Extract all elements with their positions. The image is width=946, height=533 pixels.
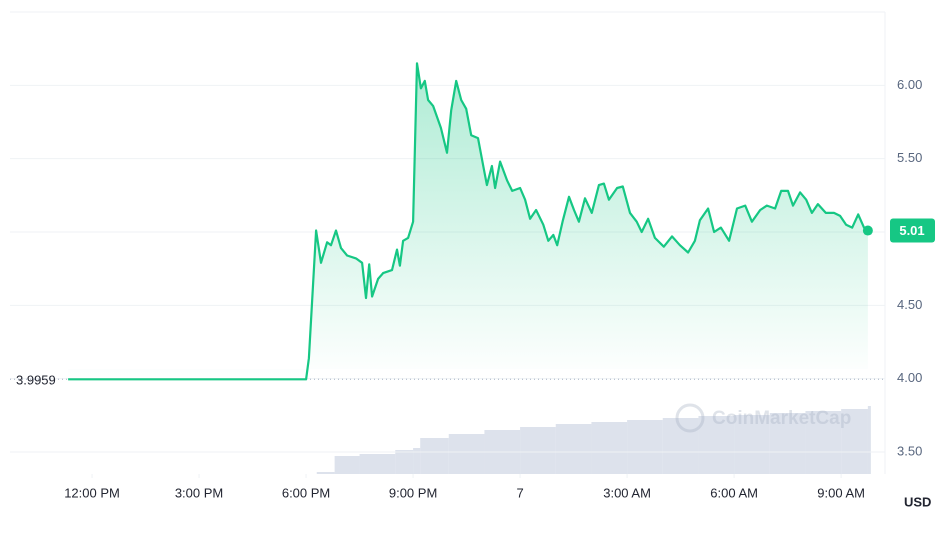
volume-bar: [359, 454, 396, 474]
price-area: [68, 63, 868, 380]
price-tag-label: 5.01: [899, 223, 924, 238]
volume-bar: [805, 411, 842, 474]
plot-layer: 3.9959: [10, 62, 885, 388]
y-tick-label: 6.00: [897, 77, 922, 92]
y-tick-label: 5.50: [897, 150, 922, 165]
x-tick-label: 6:00 PM: [282, 485, 330, 500]
x-tick-label: 3:00 PM: [175, 485, 223, 500]
volume-bar: [395, 450, 414, 474]
y-tick-label: 3.50: [897, 443, 922, 458]
volume-bar: [520, 427, 556, 474]
volume-bar: [734, 415, 770, 474]
watermark-text: CoinMarketCap: [712, 408, 851, 429]
x-tick-label: 9:00 AM: [817, 485, 865, 500]
volume-bar: [420, 438, 449, 474]
price-line: [68, 62, 869, 381]
current-point: [862, 225, 873, 236]
reference-label: 3.9959: [16, 373, 56, 388]
volume-bar: [591, 422, 628, 474]
x-tick-label: 9:00 PM: [389, 485, 437, 500]
volume-bar: [316, 472, 335, 474]
volume-bar: [769, 413, 806, 474]
currency-label: USD: [904, 494, 931, 509]
y-tick-label: 4.00: [897, 370, 922, 385]
watermark: CoinMarketCap: [675, 403, 851, 433]
volume-layer: [316, 406, 871, 474]
volume-bar: [662, 418, 699, 474]
volume-bar: [867, 406, 871, 474]
volume-bar: [555, 424, 592, 474]
volume-bar: [698, 416, 735, 474]
volume-bar: [334, 456, 360, 474]
x-tick-label: 7: [516, 485, 523, 500]
volume-bar: [841, 409, 868, 474]
x-tick-label: 12:00 PM: [64, 485, 120, 500]
x-tick-label: 6:00 AM: [710, 485, 758, 500]
volume-bar: [413, 448, 421, 474]
price-tag: [890, 218, 935, 243]
volume-bar: [448, 434, 485, 474]
x-tick-label: 3:00 AM: [603, 485, 651, 500]
volume-bar: [627, 420, 663, 474]
y-tick-label: 4.50: [897, 297, 922, 312]
